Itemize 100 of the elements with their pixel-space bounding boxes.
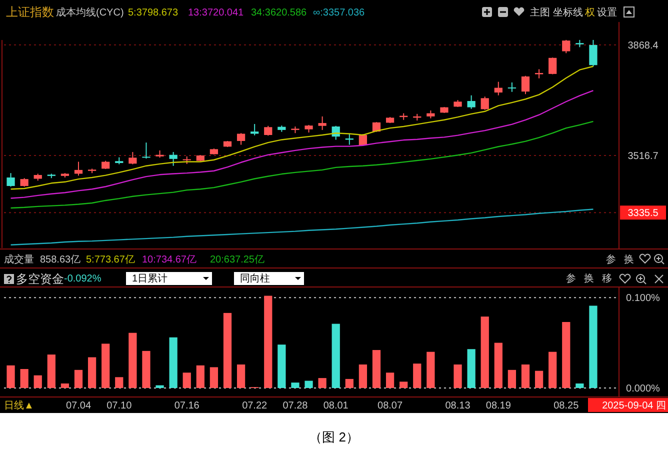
text: 移 (602, 272, 612, 284)
bar (291, 382, 300, 388)
bar (372, 350, 381, 388)
candlestick (236, 132, 246, 146)
bar (278, 344, 286, 388)
bar (223, 312, 232, 388)
text: ∞:3357.036 (313, 8, 366, 18)
text: 换 (584, 272, 594, 284)
x-tick-label: 07.16 (174, 400, 200, 412)
text: 设置 (597, 6, 617, 18)
bar (521, 364, 530, 388)
text: （图 2） (309, 430, 359, 445)
bar (128, 332, 137, 388)
y-tick-label: 3868.4 (628, 40, 659, 52)
text: 5:773.67亿 (86, 254, 135, 266)
text: 1日累计 (132, 272, 168, 284)
x-tick-label: 08.25 (554, 400, 580, 412)
bar (34, 375, 42, 388)
bar (386, 372, 394, 388)
bar (169, 337, 178, 388)
bar (426, 352, 435, 388)
x-tick-label: 07.10 (106, 400, 132, 412)
bar (562, 322, 570, 388)
candlestick (264, 125, 272, 136)
candlestick (480, 96, 489, 110)
candlestick (128, 151, 137, 165)
bar (210, 367, 218, 388)
bar (115, 377, 124, 388)
text: 主图 (530, 6, 550, 18)
candlestick (508, 82, 516, 92)
y-tick-label: 3335.5 (628, 208, 659, 220)
bar (182, 372, 191, 388)
text: 20:637.25亿 (210, 254, 264, 266)
text: 权 (584, 6, 595, 18)
text: 2025-09-04 四 (602, 400, 666, 412)
candlestick (589, 39, 598, 67)
bar (47, 354, 56, 388)
y-tick-label: 0.000% (626, 384, 660, 394)
bar (480, 316, 489, 388)
bar (413, 364, 422, 388)
bar (345, 378, 354, 388)
text: 5:3798.673 (128, 8, 178, 18)
candlestick (169, 151, 178, 166)
bar (508, 370, 516, 388)
candlestick (562, 39, 570, 54)
bar (102, 344, 110, 388)
x-tick-label: 08.13 (445, 400, 471, 412)
bar (467, 349, 476, 388)
x-tick-label: 08.19 (486, 400, 512, 412)
bar (589, 306, 598, 388)
text: 成交量 (4, 254, 34, 266)
bar (156, 385, 164, 388)
text: 34:3620.586 (251, 8, 308, 18)
bar (318, 378, 326, 388)
text: 10:734.67亿 (142, 254, 196, 266)
bar (196, 365, 204, 388)
bar (6, 365, 15, 388)
bar (236, 364, 246, 388)
bar (304, 380, 313, 388)
bar (548, 352, 557, 388)
chart-title: 多空资金 (16, 272, 64, 286)
x-tick-label: 07.04 (66, 400, 92, 412)
text: 坐标线 (553, 6, 583, 18)
bar (60, 383, 70, 388)
bar (400, 382, 408, 388)
bar (494, 342, 502, 388)
candlestick (318, 116, 326, 130)
candlestick (142, 142, 150, 160)
bar (454, 364, 462, 388)
bar (264, 296, 272, 388)
text: 13:3720.041 (188, 8, 244, 18)
text: 日线▲ (4, 400, 34, 412)
y-tick-label: 0.100% (626, 293, 660, 304)
bar (88, 357, 96, 388)
candlestick (534, 68, 544, 79)
line-series (10, 208, 594, 246)
line-series (10, 90, 594, 199)
candlestick (74, 161, 83, 176)
y-tick-label: 3516.7 (628, 151, 659, 162)
text: 参 (606, 254, 616, 266)
text: 参 (566, 272, 576, 284)
x-tick-label: 08.07 (378, 400, 403, 412)
bar (142, 350, 150, 388)
legend-title: 成本均线(CYC) (56, 6, 124, 18)
x-tick-label: 07.22 (242, 400, 268, 412)
text: 858.63亿 (40, 254, 81, 266)
chart-title: 上证指数 (6, 5, 54, 20)
candlestick (521, 75, 530, 95)
bar (20, 369, 28, 388)
line-series (10, 120, 594, 209)
candlestick (6, 172, 15, 188)
x-tick-label: 08.01 (323, 400, 349, 412)
bar (358, 364, 368, 388)
text: 同向柱 (240, 272, 270, 284)
bar (74, 370, 83, 388)
candlestick (467, 94, 476, 110)
candlestick (548, 57, 557, 75)
bar (534, 370, 544, 388)
text: 换 (624, 254, 634, 266)
candlestick (494, 81, 502, 96)
